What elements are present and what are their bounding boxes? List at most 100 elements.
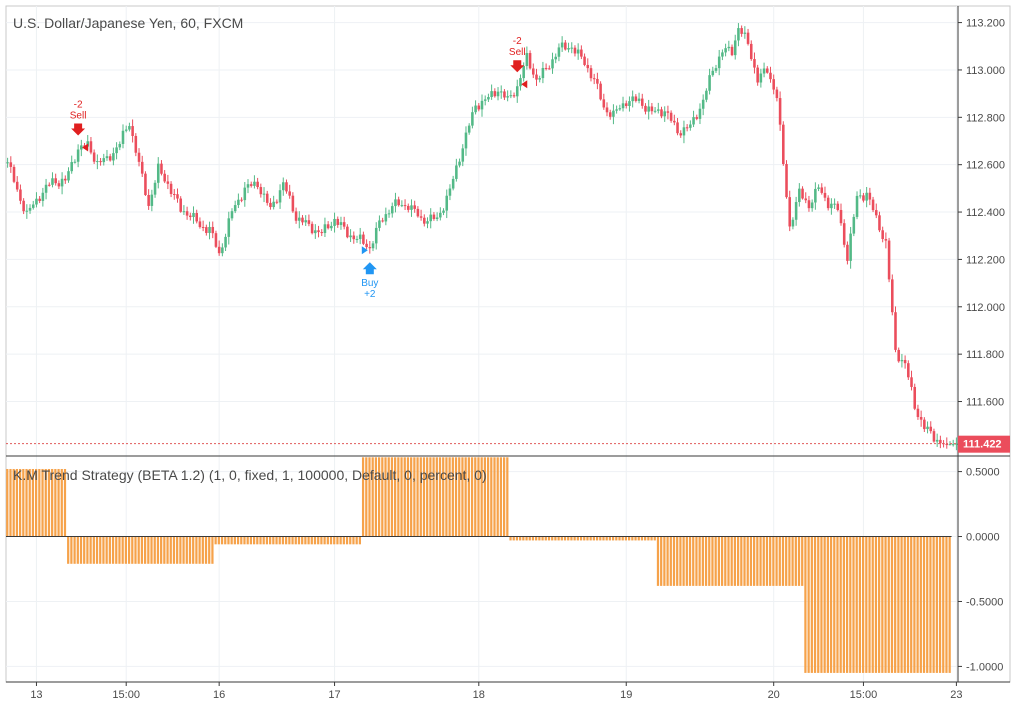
strategy-bar — [531, 536, 535, 541]
strategy-bar — [416, 457, 419, 537]
candle-body — [410, 205, 413, 210]
candle-body — [935, 439, 939, 442]
strategy-bar — [67, 536, 70, 564]
candle-body — [919, 417, 923, 420]
strategy-bar — [839, 536, 842, 673]
strategy-bar — [506, 457, 509, 537]
candle-body — [31, 204, 35, 208]
strategy-bar — [708, 536, 711, 586]
strategy-bar — [256, 536, 259, 545]
candle-body — [70, 162, 73, 172]
strategy-bar — [567, 536, 570, 541]
strategy-bar — [124, 536, 128, 564]
candle-body — [455, 165, 458, 179]
strategy-bar — [18, 468, 22, 537]
strategy-bar — [711, 536, 714, 586]
strategy-bar — [942, 536, 945, 673]
strategy-bar — [92, 536, 95, 564]
strategy-tick-label: 0.5000 — [966, 467, 1000, 479]
strategy-bar — [297, 536, 301, 545]
candle-body — [394, 199, 397, 207]
candle-body — [929, 426, 933, 432]
price-tick-label: 113.200 — [966, 18, 1005, 30]
candle-body — [605, 107, 609, 113]
strategy-bar — [682, 536, 685, 586]
candle-body — [849, 233, 852, 261]
candle-body — [682, 127, 686, 136]
candle-body — [586, 64, 590, 69]
strategy-bar — [894, 536, 897, 673]
strategy-bar — [499, 457, 503, 537]
strategy-bar — [929, 536, 932, 673]
time-tick-label: 18 — [473, 689, 485, 701]
strategy-bar — [621, 536, 624, 541]
candle-body — [576, 49, 580, 54]
strategy-bar — [281, 536, 285, 545]
strategy-bar — [666, 536, 669, 586]
strategy-bar — [406, 457, 410, 537]
strategy-bar — [631, 536, 634, 541]
candle-body — [73, 161, 77, 163]
strategy-bar — [868, 536, 871, 673]
candle-body — [871, 199, 875, 211]
candle-body — [118, 143, 122, 148]
candle-body — [458, 161, 461, 166]
strategy-bar — [938, 536, 942, 673]
strategy-bar — [634, 536, 637, 541]
strategy-bar — [272, 536, 275, 545]
price-tick-label: 112.800 — [966, 112, 1005, 124]
candle-body — [349, 235, 352, 238]
strategy-bar — [900, 536, 903, 673]
candle-body — [233, 205, 237, 212]
strategy-bar — [35, 468, 38, 537]
candle-body — [955, 443, 958, 445]
candle-body — [778, 98, 782, 125]
candle-body — [310, 223, 314, 234]
candle-body — [112, 153, 115, 161]
candle-body — [237, 199, 240, 206]
candle-body — [60, 178, 64, 187]
strategy-bar — [38, 468, 41, 537]
candle-body — [858, 195, 862, 197]
candle-body — [544, 67, 548, 69]
candle-body — [730, 46, 734, 56]
strategy-bar — [403, 457, 406, 537]
strategy-bar — [291, 536, 294, 545]
strategy-bar — [442, 457, 445, 537]
candle-body — [358, 234, 362, 239]
candle-body — [653, 110, 657, 112]
strategy-bar — [243, 536, 246, 545]
candle-body — [826, 197, 830, 209]
strategy-bar — [919, 536, 922, 673]
strategy-bar — [833, 536, 836, 673]
strategy-bar — [163, 536, 166, 564]
strategy-bar — [355, 536, 358, 545]
strategy-bar — [445, 457, 448, 537]
candle-body — [265, 193, 269, 203]
strategy-bar — [730, 536, 733, 586]
candle-body — [413, 205, 416, 209]
candle-body — [22, 200, 25, 212]
strategy-bar — [823, 536, 826, 673]
strategy-bar — [51, 468, 54, 537]
candle-body — [580, 49, 583, 57]
strategy-bar — [410, 457, 413, 537]
strategy-bar — [339, 536, 342, 545]
candle-body — [881, 230, 884, 239]
candle-body — [208, 226, 211, 233]
candle-body — [737, 28, 740, 41]
strategy-bar — [871, 536, 874, 673]
price-tick-label: 112.600 — [966, 160, 1005, 172]
candle-body — [669, 112, 673, 121]
candle-body — [471, 112, 474, 126]
strategy-bar — [522, 536, 525, 541]
strategy-bar — [551, 536, 554, 541]
strategy-bar — [259, 536, 262, 545]
candle-body — [240, 199, 243, 201]
strategy-bar — [301, 536, 304, 545]
strategy-bar — [89, 536, 92, 564]
strategy-bar — [458, 457, 461, 537]
